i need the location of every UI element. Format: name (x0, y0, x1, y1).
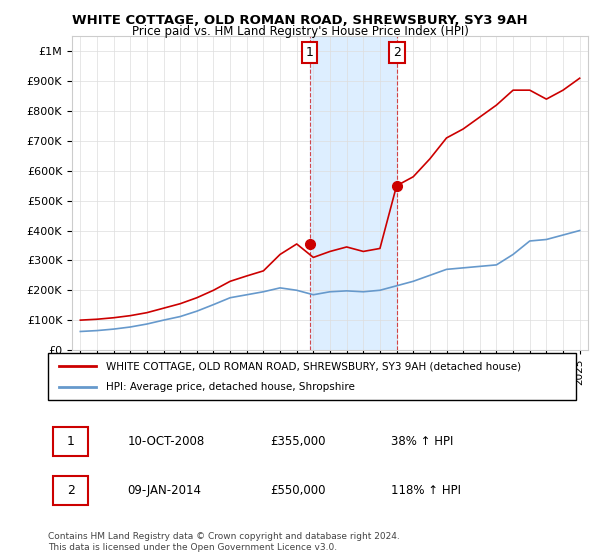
Text: £550,000: £550,000 (270, 484, 325, 497)
Bar (310, 36, 397, 350)
FancyBboxPatch shape (53, 427, 88, 456)
Text: WHITE COTTAGE, OLD ROMAN ROAD, SHREWSBURY, SY3 9AH (detached house): WHITE COTTAGE, OLD ROMAN ROAD, SHREWSBUR… (106, 361, 521, 371)
Text: 10-OCT-2008: 10-OCT-2008 (127, 435, 205, 448)
FancyBboxPatch shape (48, 353, 576, 400)
Text: 09-JAN-2014: 09-JAN-2014 (127, 484, 201, 497)
Text: 1: 1 (67, 435, 74, 448)
Text: 118% ↑ HPI: 118% ↑ HPI (391, 484, 461, 497)
Text: 1: 1 (306, 46, 314, 59)
Text: WHITE COTTAGE, OLD ROMAN ROAD, SHREWSBURY, SY3 9AH: WHITE COTTAGE, OLD ROMAN ROAD, SHREWSBUR… (72, 14, 528, 27)
Text: 38% ↑ HPI: 38% ↑ HPI (391, 435, 454, 448)
Text: Contains HM Land Registry data © Crown copyright and database right 2024.
This d: Contains HM Land Registry data © Crown c… (48, 532, 400, 552)
Text: Price paid vs. HM Land Registry's House Price Index (HPI): Price paid vs. HM Land Registry's House … (131, 25, 469, 38)
FancyBboxPatch shape (53, 476, 88, 505)
Text: HPI: Average price, detached house, Shropshire: HPI: Average price, detached house, Shro… (106, 382, 355, 392)
Text: £355,000: £355,000 (270, 435, 325, 448)
Text: 2: 2 (393, 46, 401, 59)
Text: 2: 2 (67, 484, 74, 497)
